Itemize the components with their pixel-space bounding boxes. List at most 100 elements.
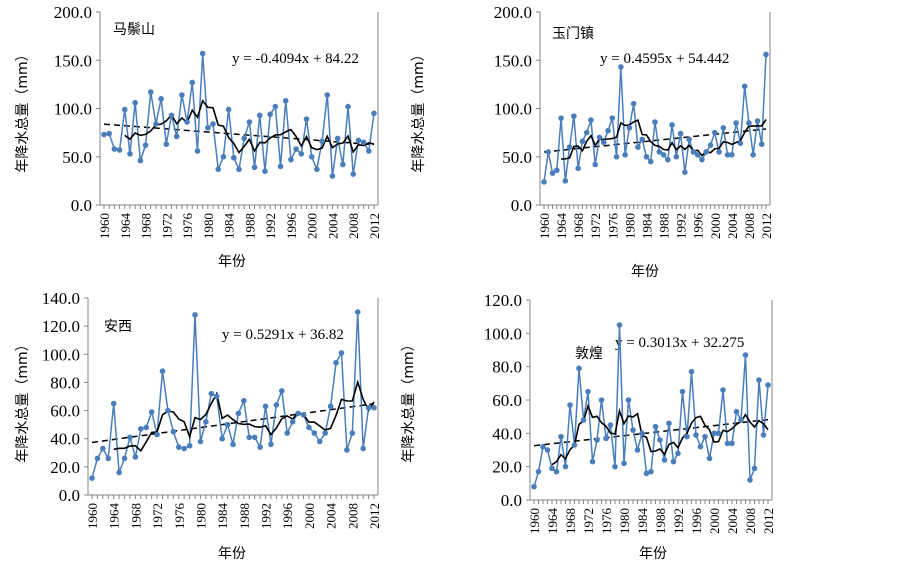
data-point-1986 [236, 166, 242, 173]
data-point-2005 [733, 120, 739, 126]
data-point-1983 [639, 136, 645, 143]
data-point-1964 [549, 465, 555, 472]
data-point-1984 [639, 430, 645, 437]
data-point-2004 [729, 440, 735, 447]
x-tick-label: 1996 [284, 213, 299, 240]
data-point-2012 [371, 404, 377, 411]
x-tick-label: 2012 [367, 503, 382, 529]
data-point-1971 [588, 117, 594, 123]
data-point-1996 [288, 156, 294, 163]
x-tick-label: 1996 [689, 508, 704, 535]
data-point-2006 [338, 350, 345, 356]
panel-4: 0.0 20.0 40.0 60.0 80.0 100.0 120.0 1960 1964 196… [401, 291, 776, 562]
data-point-2004 [327, 403, 334, 410]
x-tick-label: 1960 [85, 503, 100, 529]
data-point-1960 [101, 131, 107, 138]
data-point-1993 [682, 169, 688, 175]
data-point-1993 [679, 388, 686, 395]
x-tick-label: 1968 [128, 503, 143, 529]
data-point-2008 [349, 430, 356, 436]
x-tick-label: 2000 [302, 503, 317, 529]
y-tick-label: 0.0 [511, 196, 532, 215]
x-tick-label: 1980 [201, 213, 216, 239]
x-axis-title: 年份 [218, 546, 246, 562]
data-point-1994 [273, 402, 280, 408]
y-tick-label: 100.0 [484, 324, 522, 343]
data-point-1980 [621, 460, 627, 467]
x-tick-label: 1972 [159, 213, 174, 239]
data-point-2009 [751, 465, 758, 472]
data-point-1988 [241, 397, 247, 404]
x-axis-title: 年份 [639, 546, 667, 562]
data-point-1979 [616, 322, 623, 328]
data-point-1979 [622, 152, 628, 158]
moving-average-line [551, 403, 769, 466]
data-point-2000 [711, 430, 717, 437]
x-tick-label: 2012 [367, 213, 382, 239]
x-tick-label: 2008 [346, 213, 361, 239]
data-point-1976 [609, 115, 616, 121]
data-point-1999 [300, 411, 307, 418]
data-point-2012 [763, 51, 769, 58]
x-tick-label: 1972 [588, 213, 603, 239]
data-point-1970 [143, 424, 150, 431]
x-tick-label: 1964 [107, 503, 122, 530]
data-point-1980 [197, 438, 204, 445]
station-label: 敦煌 [575, 346, 603, 362]
data-point-1964 [558, 115, 564, 121]
x-tick-label: 1976 [172, 503, 187, 530]
x-tick-label: 2012 [759, 213, 774, 239]
data-point-2012 [371, 110, 377, 117]
data-point-1969 [147, 89, 154, 95]
data-point-1982 [635, 144, 641, 150]
data-point-1989 [246, 434, 253, 441]
data-point-1986 [652, 119, 658, 125]
x-tick-label: 1984 [215, 503, 230, 530]
y-tick-label: 120.0 [42, 317, 80, 336]
data-point-1962 [111, 146, 118, 152]
x-tick-label: 2000 [305, 213, 320, 239]
data-point-1998 [703, 149, 710, 155]
data-point-1970 [576, 365, 582, 372]
x-tick-label: 1992 [671, 508, 686, 534]
x-tick-label: 1976 [599, 508, 614, 535]
data-point-2008 [747, 477, 753, 483]
trend-line [91, 402, 375, 444]
data-point-1991 [670, 458, 677, 465]
x-tick-label: 1984 [639, 213, 654, 240]
x-tick-label: 2012 [761, 508, 776, 534]
x-tick-label: 1960 [537, 213, 552, 239]
trend-equation: y = 0.3013x + 32.275 [615, 335, 744, 351]
x-tick-label: 2000 [707, 508, 722, 534]
data-point-2010 [756, 377, 762, 383]
data-point-2006 [738, 417, 744, 423]
x-tick-label: 2004 [324, 503, 339, 530]
data-point-1992 [677, 130, 684, 137]
data-point-1973 [159, 368, 166, 374]
data-point-1961 [94, 455, 101, 462]
data-point-2005 [334, 135, 341, 142]
x-tick-label: 2008 [743, 508, 758, 534]
y-axis-title: 年降水总量（mm） [411, 47, 427, 172]
data-point-1965 [553, 468, 560, 475]
data-point-1995 [279, 388, 285, 394]
data-point-1977 [607, 422, 614, 428]
data-point-1974 [173, 133, 180, 140]
data-point-1967 [137, 157, 144, 164]
moving-average-line [561, 118, 767, 160]
station-label: 马鬃山 [113, 22, 155, 38]
y-tick-label: 20.0 [492, 458, 522, 477]
y-tick-label: 80.0 [492, 358, 522, 377]
data-point-1992 [262, 403, 269, 410]
data-point-2001 [715, 430, 722, 437]
data-point-1994 [686, 136, 692, 143]
data-point-1966 [566, 144, 573, 150]
data-point-1981 [630, 100, 637, 107]
data-point-1977 [613, 153, 620, 160]
data-point-2004 [329, 173, 336, 179]
station-label: 玉门镇 [552, 26, 594, 42]
data-point-2006 [340, 161, 346, 168]
data-point-1991 [673, 153, 680, 160]
data-point-1976 [184, 119, 190, 125]
